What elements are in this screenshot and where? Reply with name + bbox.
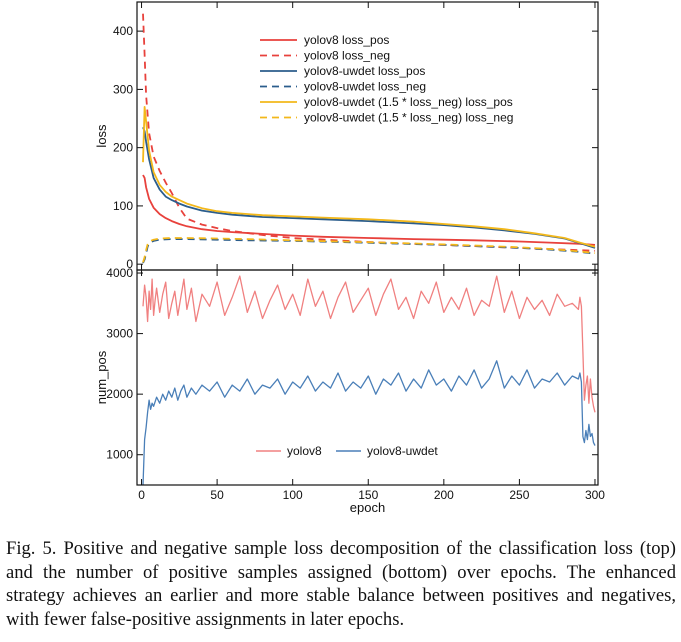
series-line-loss-0 <box>142 174 596 246</box>
plot-frame <box>136 269 599 486</box>
y-tick-label: 1000 <box>106 448 133 462</box>
series-line-loss-2 <box>142 126 596 249</box>
figure-caption: Fig. 5. Positive and negative sample los… <box>6 537 676 631</box>
y-tick-label: 4000 <box>106 266 133 280</box>
y-tick-label: 100 <box>113 199 133 213</box>
series-line-loss-4 <box>142 106 596 248</box>
y-tick-label: 300 <box>113 82 133 96</box>
x-tick-label: 250 <box>509 488 529 502</box>
legend-label: yolov8-uwdet <box>367 444 438 458</box>
series-line-num-pos-0 <box>142 275 596 413</box>
x-axis-title: epoch <box>350 500 385 515</box>
legend-label: yolov8-uwdet loss_pos <box>304 64 425 78</box>
y-axis-title: loss <box>94 124 109 148</box>
legend-label: yolov8 <box>287 444 322 458</box>
x-tick-label: 0 <box>138 488 145 502</box>
series-line-num-pos-1 <box>142 360 596 485</box>
y-tick-label: 3000 <box>106 327 133 341</box>
num-pos-chart: 1000 2000 3000 4000 0 50 100 150 200 250 300 num_po… <box>94 266 605 515</box>
loss-chart: 0 100 200 300 400 loss yolov8 loss_pos yolov8 l… <box>94 1 599 271</box>
series-line-loss-1 <box>142 13 596 252</box>
y-tick-label: 200 <box>113 141 133 155</box>
figure: 0 100 200 300 400 loss yolov8 loss_pos yolov8 l… <box>94 1 605 515</box>
y-tick-label: 2000 <box>106 387 133 401</box>
caption-text: Positive and negative sample loss decomp… <box>6 538 676 630</box>
caption-label: Fig. 5. <box>6 538 57 559</box>
x-tick-label: 300 <box>585 488 605 502</box>
series-line-loss-5 <box>142 237 596 263</box>
x-tick-label: 100 <box>283 488 303 502</box>
x-tick-label: 150 <box>358 488 378 502</box>
legend: yolov8 yolov8-uwdet <box>256 444 438 458</box>
x-tick-label: 50 <box>210 488 224 502</box>
legend-label: yolov8 loss_pos <box>304 33 389 47</box>
x-tick-label: 200 <box>434 488 454 502</box>
series-group <box>142 13 596 264</box>
y-tick-label: 0 <box>126 257 133 271</box>
y-axis-title: num_pos <box>94 350 109 404</box>
legend-label: yolov8-uwdet (1.5 * loss_neg) loss_pos <box>304 95 513 109</box>
legend-label: yolov8 loss_neg <box>304 49 390 63</box>
y-tick-label: 400 <box>113 24 133 38</box>
legend-label: yolov8-uwdet (1.5 * loss_neg) loss_neg <box>304 111 513 125</box>
legend-label: yolov8-uwdet loss_neg <box>304 80 426 94</box>
series-group <box>142 275 596 485</box>
